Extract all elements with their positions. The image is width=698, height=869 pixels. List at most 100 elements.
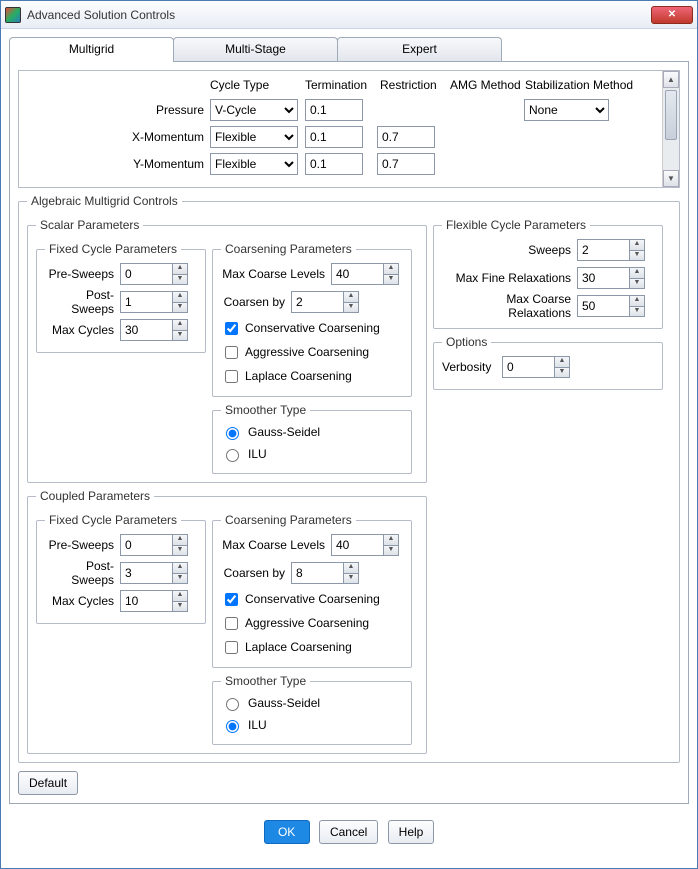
coupled-ilu-radio[interactable] — [226, 720, 239, 733]
flex-coarse-spin[interactable]: ▲▼ — [577, 295, 645, 317]
ymomentum-restriction[interactable] — [377, 153, 435, 175]
coupled-maxlvl-spin[interactable]: ▲▼ — [331, 534, 399, 556]
coupled-pre-input[interactable] — [120, 534, 172, 556]
scalar-maxlvl-input[interactable] — [331, 263, 383, 285]
scalar-maxc-spin[interactable]: ▲▼ — [120, 319, 188, 341]
scalar-post-label: Post-Sweeps — [45, 288, 120, 316]
scalar-ilu-radio[interactable] — [226, 449, 239, 462]
close-button[interactable]: ✕ — [651, 6, 693, 24]
coupled-coarse-legend: Coarsening Parameters — [221, 513, 356, 527]
coupled-coarsen-spin[interactable]: ▲▼ — [291, 562, 359, 584]
coupled-coarsen-input[interactable] — [291, 562, 343, 584]
content-area: Multigrid Multi-Stage Expert Cycle Type … — [1, 29, 697, 852]
scalar-fixed-legend: Fixed Cycle Parameters — [45, 242, 181, 256]
scalar-pre-label: Pre-Sweeps — [45, 267, 120, 281]
flex-coarse-input[interactable] — [577, 295, 629, 317]
coupled-aggressive-check[interactable] — [225, 617, 238, 630]
coupled-conservative-check[interactable] — [225, 593, 238, 606]
scalar-post-spin[interactable]: ▲▼ — [120, 291, 188, 313]
row-pressure: Pressure V-Cycle None — [25, 97, 673, 122]
ok-button[interactable]: OK — [264, 820, 310, 844]
header-amg: AMG Method — [450, 78, 525, 92]
flex-fine-label: Max Fine Relaxations — [442, 271, 577, 285]
coupled-laplace-check[interactable] — [225, 641, 238, 654]
scroll-up-icon[interactable]: ▲ — [663, 71, 679, 88]
scalar-maxc-label: Max Cycles — [45, 323, 120, 337]
scalar-maxlvl-label: Max Coarse Levels — [221, 267, 331, 281]
coupled-conservative-label: Conservative Coarsening — [245, 592, 380, 606]
scalar-legend: Scalar Parameters — [36, 218, 143, 232]
tab-multigrid[interactable]: Multigrid — [9, 37, 174, 62]
header-stabilization: Stabilization Method — [525, 78, 645, 92]
xmomentum-cycle-select[interactable]: Flexible — [210, 126, 298, 148]
flex-fine-spin[interactable]: ▲▼ — [577, 267, 645, 289]
scalar-fixed: Fixed Cycle Parameters Pre-Sweeps▲▼ Post… — [36, 242, 206, 353]
scalar-ilu-label: ILU — [248, 447, 267, 461]
coupled-pre-spin[interactable]: ▲▼ — [120, 534, 188, 556]
coupled-coarse: Coarsening Parameters Max Coarse Levels▲… — [212, 513, 412, 668]
scroll-down-icon[interactable]: ▼ — [663, 170, 679, 187]
default-button[interactable]: Default — [18, 771, 78, 795]
coupled-maxc-label: Max Cycles — [45, 594, 120, 608]
scroll-thumb[interactable] — [665, 90, 677, 140]
ymomentum-cycle-select[interactable]: Flexible — [210, 153, 298, 175]
flex-sweeps-label: Sweeps — [442, 243, 577, 257]
scalar-params: Scalar Parameters Fixed Cycle Parameters… — [27, 218, 427, 483]
verbosity-input[interactable] — [502, 356, 554, 378]
pressure-termination[interactable] — [305, 99, 363, 121]
coupled-maxlvl-input[interactable] — [331, 534, 383, 556]
coupled-maxc-input[interactable] — [120, 590, 172, 612]
scalar-pre-spin[interactable]: ▲▼ — [120, 263, 188, 285]
scalar-coarsen-input[interactable] — [291, 291, 343, 313]
tab-expert[interactable]: Expert — [337, 37, 502, 61]
label-ymomentum: Y-Momentum — [25, 157, 210, 171]
scalar-maxc-input[interactable] — [120, 319, 172, 341]
amg-legend: Algebraic Multigrid Controls — [27, 194, 182, 208]
scalar-coarsen-spin[interactable]: ▲▼ — [291, 291, 359, 313]
scalar-aggressive-label: Aggressive Coarsening — [245, 345, 369, 359]
coupled-laplace-label: Laplace Coarsening — [245, 640, 352, 654]
header-restriction: Restriction — [380, 78, 450, 92]
coupled-ilu-label: ILU — [248, 718, 267, 732]
verbosity-spin[interactable]: ▲▼ — [502, 356, 570, 378]
scalar-laplace-check[interactable] — [225, 370, 238, 383]
scalar-gs-label: Gauss-Seidel — [248, 425, 320, 439]
options-group: Options Verbosity▲▼ — [433, 335, 663, 390]
cycle-grid-scrollbar[interactable]: ▲ ▼ — [662, 71, 679, 187]
tab-strip: Multigrid Multi-Stage Expert — [9, 37, 689, 62]
tab-panel-multigrid: Cycle Type Termination Restriction AMG M… — [9, 61, 689, 804]
row-xmomentum: X-Momentum Flexible — [25, 124, 673, 149]
scalar-maxlvl-spin[interactable]: ▲▼ — [331, 263, 399, 285]
coupled-gs-radio[interactable] — [226, 698, 239, 711]
flex-fine-input[interactable] — [577, 267, 629, 289]
scalar-pre-input[interactable] — [120, 263, 172, 285]
xmomentum-restriction[interactable] — [377, 126, 435, 148]
scalar-gs-radio[interactable] — [226, 427, 239, 440]
scalar-conservative-check[interactable] — [225, 322, 238, 335]
dialog-buttons: OK Cancel Help — [9, 820, 689, 844]
scalar-aggressive-check[interactable] — [225, 346, 238, 359]
coupled-maxc-spin[interactable]: ▲▼ — [120, 590, 188, 612]
flex-sweeps-input[interactable] — [577, 239, 629, 261]
coupled-post-input[interactable] — [120, 562, 172, 584]
coupled-legend: Coupled Parameters — [36, 489, 154, 503]
tab-multistage[interactable]: Multi-Stage — [173, 37, 338, 61]
coupled-fixed-legend: Fixed Cycle Parameters — [45, 513, 181, 527]
header-cycle-type: Cycle Type — [210, 78, 305, 92]
coupled-maxlvl-label: Max Coarse Levels — [221, 538, 331, 552]
coupled-aggressive-label: Aggressive Coarsening — [245, 616, 369, 630]
coupled-smoother-legend: Smoother Type — [221, 674, 310, 688]
pressure-cycle-select[interactable]: V-Cycle — [210, 99, 298, 121]
scalar-laplace-label: Laplace Coarsening — [245, 369, 352, 383]
pressure-stab-select[interactable]: None — [524, 99, 609, 121]
row-ymomentum: Y-Momentum Flexible — [25, 151, 673, 176]
ymomentum-termination[interactable] — [305, 153, 363, 175]
cycle-grid-headers: Cycle Type Termination Restriction AMG M… — [25, 75, 673, 95]
help-button[interactable]: Help — [388, 820, 435, 844]
xmomentum-termination[interactable] — [305, 126, 363, 148]
cancel-button[interactable]: Cancel — [319, 820, 378, 844]
scalar-post-input[interactable] — [120, 291, 172, 313]
coupled-post-spin[interactable]: ▲▼ — [120, 562, 188, 584]
titlebar[interactable]: Advanced Solution Controls ✕ — [1, 1, 697, 29]
flex-sweeps-spin[interactable]: ▲▼ — [577, 239, 645, 261]
